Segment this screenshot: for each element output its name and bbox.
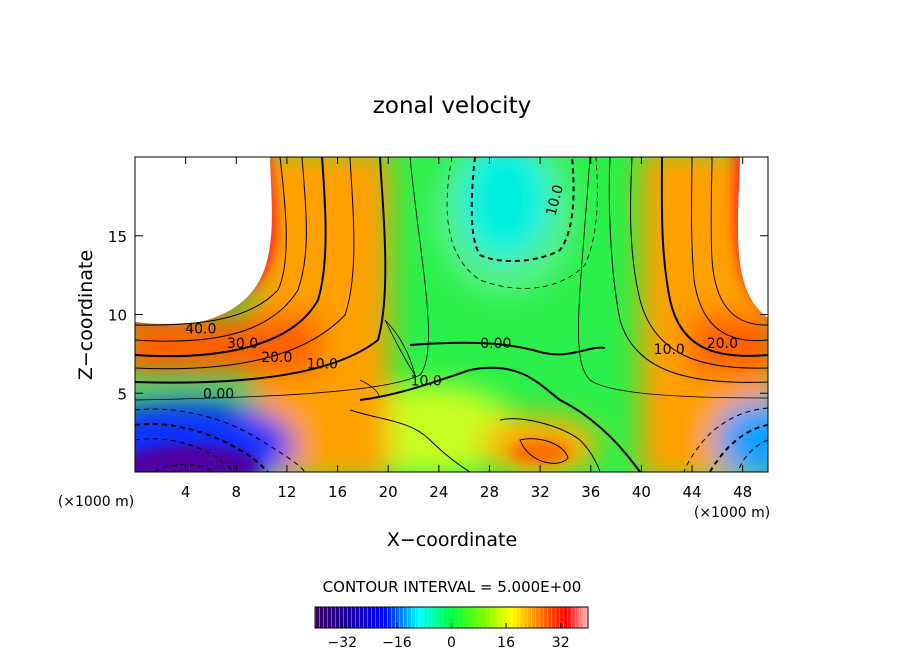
x-tick-label: 4	[181, 483, 191, 501]
colorbar-tick-label: 0	[447, 635, 456, 651]
x-tick-label: 16	[328, 483, 347, 501]
contour-label: 10.0	[543, 183, 567, 217]
x-tick-label: 48	[733, 483, 752, 501]
contour-label: 40.0	[185, 322, 216, 338]
contour-label: 10.0	[307, 356, 338, 372]
contour-label: 10.0	[411, 374, 442, 390]
colorbar-tick-label: −32	[328, 635, 358, 651]
colorbar-tick-label: −16	[382, 635, 412, 651]
colorbar-tick-label: 32	[552, 635, 570, 651]
x-axis-label: X−coordinate	[387, 529, 517, 551]
contour-label: 30.0	[227, 336, 258, 352]
x-axis: 4 8 12 16 20 24 28 32 36 40 44 48	[181, 157, 752, 501]
contour-label: 10.0	[654, 342, 685, 358]
colorbar	[314, 606, 589, 629]
y-unit-label: (×1000 m)	[58, 494, 134, 510]
contour-field	[135, 157, 768, 472]
x-tick-label: 32	[531, 483, 550, 501]
contour-interval-text: CONTOUR INTERVAL = 5.000E+00	[323, 578, 582, 596]
x-tick-label: 12	[277, 483, 296, 501]
contour-label: 0.00	[203, 386, 234, 402]
x-tick-label: 36	[581, 483, 600, 501]
x-unit-label: (×1000 m)	[694, 505, 770, 521]
contour-label: 0.00	[480, 336, 511, 352]
y-axis-label: Z−coordinate	[75, 250, 97, 380]
x-tick-label: 44	[682, 483, 701, 501]
x-tick-label: 20	[379, 483, 398, 501]
contour-label: 20.0	[707, 336, 738, 352]
x-tick-label: 8	[232, 483, 242, 501]
contour-label: 20.0	[261, 350, 292, 366]
y-tick-label: 5	[117, 385, 127, 403]
colorbar-tick-label: 16	[497, 635, 515, 651]
y-tick-label: 10	[108, 307, 127, 325]
colorbar-ticks: −32 −16 0 16 32	[328, 623, 570, 651]
x-tick-label: 40	[632, 483, 651, 501]
x-tick-label: 24	[429, 483, 448, 501]
chart-title: zonal velocity	[373, 93, 531, 119]
y-axis: 5 10 15	[108, 228, 768, 403]
x-tick-label: 28	[480, 483, 499, 501]
y-tick-label: 15	[108, 228, 127, 246]
